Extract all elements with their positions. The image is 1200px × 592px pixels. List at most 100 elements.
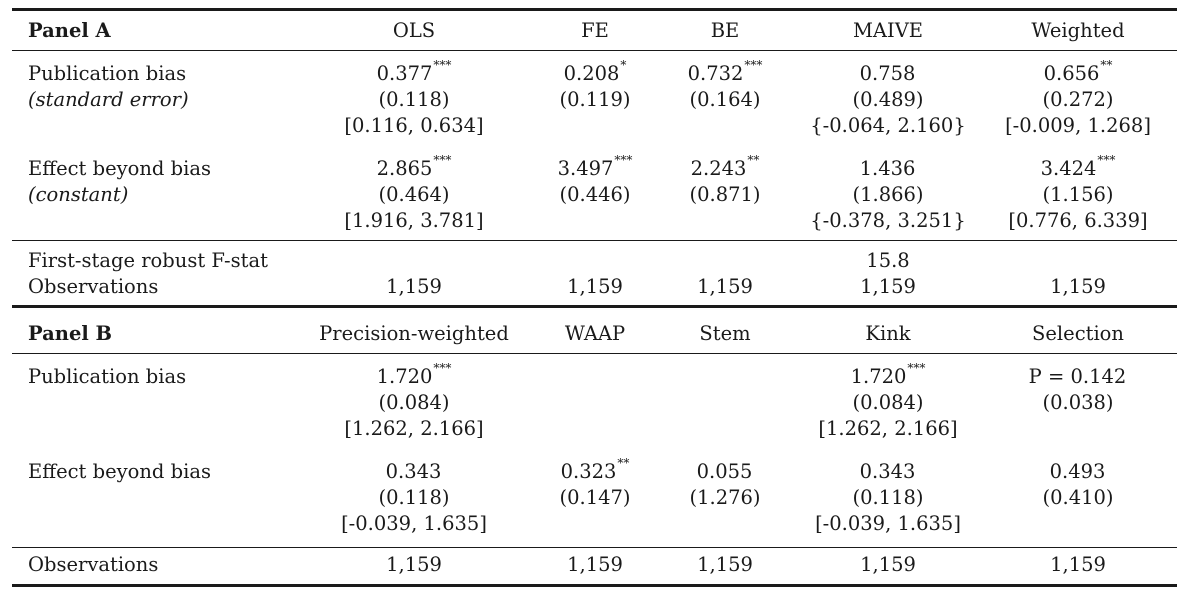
column-header: Selection: [1032, 322, 1124, 345]
coefficient-cell: 0.343: [386, 459, 443, 485]
coefficient-cell: 1.436: [860, 156, 917, 182]
standard-error: (1.866): [852, 183, 924, 206]
observations-value: 1,159: [386, 553, 442, 576]
coefficient-value: 1.720: [376, 365, 433, 388]
significance-stars: ***: [433, 361, 452, 375]
coefficient-cell: 2.865***: [377, 153, 452, 182]
observations-value: 1,159: [1050, 553, 1106, 576]
standard-error: (0.118): [378, 486, 450, 509]
coefficient-cell: 0.493: [1050, 459, 1107, 485]
confidence-interval: [1.262, 2.166]: [818, 417, 958, 440]
coefficient-cell: P = 0.142: [1029, 364, 1128, 390]
confidence-interval: [-0.039, 1.635]: [341, 512, 487, 535]
bottom-rule: [12, 584, 1177, 587]
observations-value: 1,159: [386, 275, 442, 298]
significance-stars: ***: [433, 153, 452, 167]
confidence-interval: [0.776, 6.339]: [1008, 209, 1148, 232]
coefficient-cell: 0.343: [860, 459, 917, 485]
top-rule: [12, 8, 1177, 11]
coefficient-value: 2.243: [690, 157, 747, 180]
column-header: Weighted: [1031, 19, 1125, 42]
panel-b-header-rule: [12, 353, 1177, 355]
standard-error: (0.446): [559, 183, 631, 206]
coefficient-value: 0.656: [1043, 62, 1100, 85]
panel-b-stats-rule: [12, 547, 1177, 549]
significance-stars: *: [620, 58, 627, 72]
significance-stars: ***: [907, 361, 926, 375]
fstat-value: 15.8: [866, 249, 910, 272]
standard-error: (0.084): [378, 391, 450, 414]
confidence-interval: {-0.378, 3.251}: [810, 209, 966, 232]
standard-error: (0.084): [852, 391, 924, 414]
observations-value: 1,159: [860, 275, 916, 298]
coefficient-cell: 2.243**: [690, 153, 760, 182]
observations-value: 1,159: [697, 553, 753, 576]
confidence-interval: [1.916, 3.781]: [344, 209, 484, 232]
coefficient-cell: 0.055: [697, 459, 754, 485]
column-header: Kink: [865, 322, 911, 345]
coefficient-value: 0.377: [376, 62, 433, 85]
significance-stars: **: [747, 153, 760, 167]
coefficient-cell: 0.208*: [563, 58, 627, 87]
observations-value: 1,159: [567, 275, 623, 298]
observations-value: 1,159: [567, 553, 623, 576]
observations-value: 1,159: [697, 275, 753, 298]
standard-error: (0.871): [689, 183, 761, 206]
standard-error: (0.147): [559, 486, 631, 509]
coefficient-cell: 0.732***: [687, 58, 763, 87]
coefficient-cell: 0.758: [860, 61, 917, 87]
coefficient-cell: 0.656**: [1043, 59, 1113, 87]
coefficient-cell: 3.497***: [557, 154, 633, 182]
standard-error: (0.038): [1042, 391, 1114, 414]
column-header: WAAP: [564, 322, 626, 345]
significance-stars: ***: [1097, 153, 1116, 167]
standard-error: (0.164): [689, 88, 761, 111]
coefficient-value: 1.436: [859, 157, 916, 180]
coefficient-value: 0.732: [687, 62, 744, 85]
standard-error: (0.464): [378, 183, 450, 206]
confidence-interval: [1.262, 2.166]: [344, 417, 484, 440]
significance-stars: ***: [744, 58, 763, 72]
row-label: Effect beyond bias: [28, 460, 211, 483]
confidence-interval: [-0.009, 1.268]: [1005, 114, 1151, 137]
standard-error: (0.272): [1042, 88, 1114, 111]
coefficient-value: 0.343: [385, 460, 442, 483]
panel-a-stats-rule: [12, 240, 1177, 242]
column-header: BE: [710, 19, 740, 42]
standard-error: (1.276): [689, 486, 761, 509]
coefficient-value: 0.758: [859, 62, 916, 85]
coefficient-cell: 0.323**: [560, 457, 630, 485]
confidence-interval: [0.116, 0.634]: [344, 114, 484, 137]
row-label: First-stage robust F-stat: [28, 249, 268, 272]
coefficient-value: 0.323: [560, 460, 617, 483]
row-label: Effect beyond bias: [28, 157, 211, 180]
row-label: Publication bias: [28, 62, 187, 85]
coefficient-cell: 1.720***: [851, 361, 926, 390]
standard-error: (0.118): [852, 486, 924, 509]
coefficient-cell: 1.720***: [376, 361, 452, 390]
row-label: (standard error): [28, 88, 189, 111]
significance-stars: ***: [433, 58, 452, 72]
column-header: FE: [581, 19, 609, 42]
panel-a-header-rule: [12, 50, 1177, 52]
coefficient-cell: [725, 364, 726, 390]
row-label: (constant): [28, 183, 129, 206]
coefficient-value: P = 0.142: [1028, 365, 1127, 388]
coefficient-value: 3.424: [1040, 157, 1097, 180]
standard-error: (0.489): [852, 88, 924, 111]
column-header: MAIVE: [852, 19, 924, 42]
coefficient-cell: 3.424***: [1040, 153, 1116, 182]
column-header: Stem: [699, 322, 751, 345]
results-table: Panel A OLS FE BE MAIVE Weighted Publication b…: [12, 8, 1177, 592]
confidence-interval: {-0.064, 2.160}: [810, 114, 966, 137]
coefficient-cell: [595, 364, 596, 390]
panel-label: Panel B: [28, 322, 113, 345]
standard-error: (0.119): [559, 88, 631, 111]
coefficient-value: 3.497: [557, 157, 614, 180]
coefficient-value: 0.343: [859, 460, 916, 483]
coefficient-value: 0.493: [1049, 460, 1106, 483]
row-label: Observations: [28, 553, 159, 576]
row-label: Publication bias: [28, 365, 187, 388]
coefficient-value: 0.208: [563, 62, 620, 85]
standard-error: (0.410): [1042, 486, 1114, 509]
